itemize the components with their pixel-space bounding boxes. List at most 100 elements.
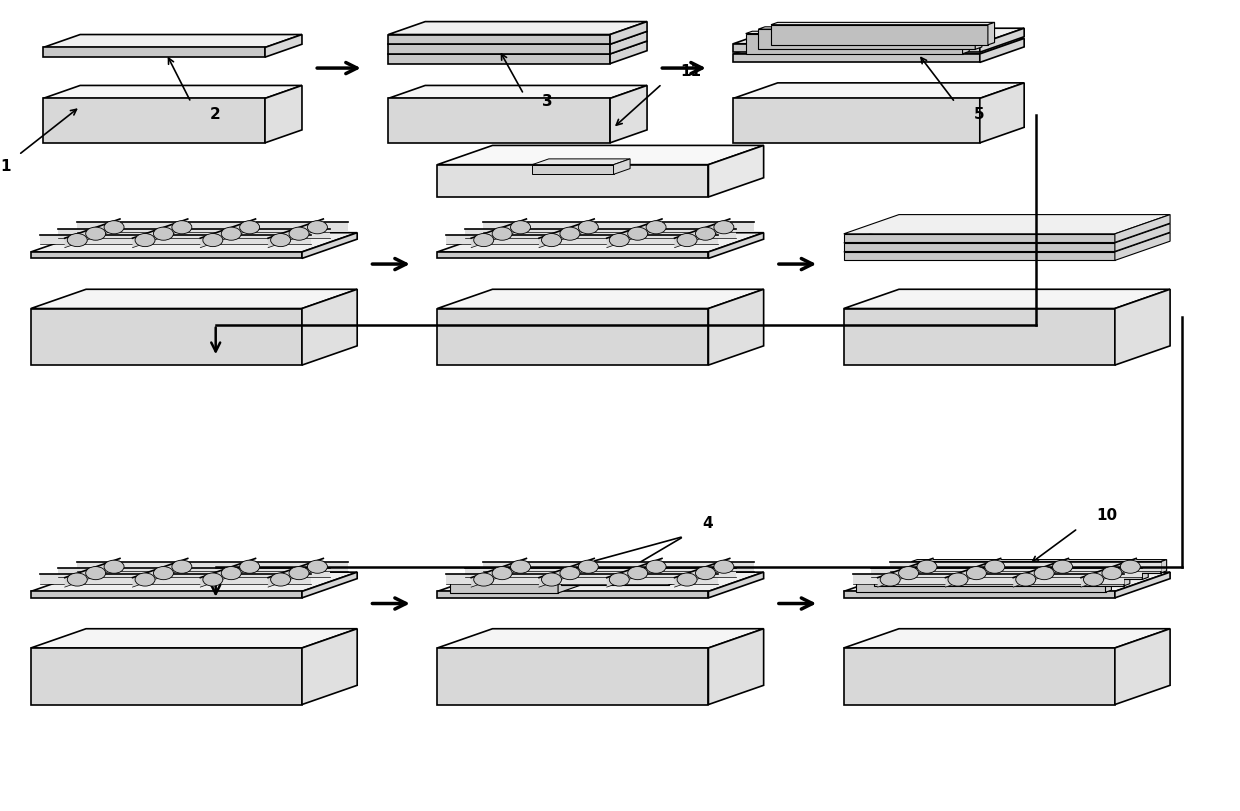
Circle shape — [578, 221, 598, 234]
Circle shape — [172, 221, 192, 234]
Circle shape — [918, 560, 937, 573]
Polygon shape — [58, 568, 330, 577]
Polygon shape — [64, 559, 120, 587]
Polygon shape — [606, 219, 662, 247]
Polygon shape — [539, 559, 594, 587]
Polygon shape — [268, 219, 324, 247]
Polygon shape — [265, 85, 303, 143]
Circle shape — [985, 560, 1004, 573]
Circle shape — [1084, 573, 1104, 586]
Polygon shape — [1123, 573, 1130, 586]
Circle shape — [677, 234, 697, 247]
Polygon shape — [438, 165, 708, 197]
Polygon shape — [988, 23, 994, 45]
Circle shape — [308, 221, 327, 234]
Polygon shape — [843, 233, 1171, 252]
Polygon shape — [133, 219, 187, 247]
Polygon shape — [303, 290, 357, 365]
Polygon shape — [708, 572, 764, 598]
Polygon shape — [872, 568, 1142, 577]
Polygon shape — [43, 85, 303, 98]
Polygon shape — [388, 32, 647, 45]
Polygon shape — [539, 219, 594, 247]
Polygon shape — [745, 33, 962, 54]
Circle shape — [1016, 573, 1035, 586]
Polygon shape — [980, 83, 1024, 143]
Polygon shape — [874, 573, 1130, 574]
Polygon shape — [733, 54, 980, 62]
Circle shape — [203, 234, 223, 247]
Polygon shape — [560, 565, 691, 573]
Circle shape — [1034, 567, 1054, 580]
Circle shape — [221, 567, 242, 580]
Circle shape — [1102, 567, 1122, 580]
Circle shape — [86, 227, 105, 240]
Polygon shape — [388, 85, 647, 98]
Polygon shape — [303, 233, 357, 259]
Polygon shape — [43, 35, 303, 48]
Polygon shape — [893, 566, 1148, 568]
Circle shape — [86, 567, 105, 580]
Circle shape — [880, 573, 900, 586]
Polygon shape — [450, 573, 580, 581]
Polygon shape — [471, 219, 527, 247]
Circle shape — [289, 227, 309, 240]
Polygon shape — [64, 219, 120, 247]
Circle shape — [542, 234, 562, 247]
Polygon shape — [438, 252, 708, 259]
Polygon shape — [745, 32, 970, 33]
Polygon shape — [438, 572, 764, 591]
Circle shape — [696, 567, 715, 580]
Polygon shape — [843, 308, 1115, 365]
Polygon shape — [40, 574, 311, 584]
Polygon shape — [31, 233, 357, 252]
Polygon shape — [1013, 559, 1069, 587]
Polygon shape — [856, 579, 1111, 581]
Circle shape — [714, 560, 734, 573]
Polygon shape — [31, 648, 303, 705]
Polygon shape — [31, 629, 357, 648]
Circle shape — [239, 221, 259, 234]
Polygon shape — [759, 29, 975, 49]
Circle shape — [560, 227, 580, 240]
Polygon shape — [878, 559, 932, 587]
Circle shape — [578, 560, 598, 573]
Polygon shape — [975, 27, 982, 49]
Circle shape — [492, 567, 512, 580]
Polygon shape — [708, 145, 764, 197]
Polygon shape — [962, 32, 970, 54]
Polygon shape — [201, 219, 255, 247]
Polygon shape — [771, 24, 988, 45]
Polygon shape — [1161, 560, 1167, 573]
Text: 1: 1 — [0, 159, 10, 174]
Polygon shape — [708, 629, 764, 705]
Polygon shape — [465, 229, 737, 238]
Circle shape — [627, 567, 647, 580]
Polygon shape — [1115, 290, 1171, 365]
Circle shape — [135, 234, 155, 247]
Circle shape — [696, 227, 715, 240]
Polygon shape — [843, 290, 1171, 308]
Polygon shape — [843, 215, 1171, 234]
Circle shape — [104, 560, 124, 573]
Polygon shape — [31, 308, 303, 365]
Polygon shape — [1081, 559, 1136, 587]
Polygon shape — [1106, 579, 1111, 592]
Circle shape — [1121, 560, 1141, 573]
Circle shape — [67, 573, 87, 586]
Polygon shape — [388, 41, 647, 54]
Polygon shape — [446, 235, 718, 244]
Polygon shape — [843, 252, 1115, 260]
Circle shape — [492, 227, 512, 240]
Polygon shape — [303, 572, 357, 598]
Polygon shape — [911, 562, 1161, 573]
Polygon shape — [265, 35, 303, 57]
Polygon shape — [43, 98, 265, 143]
Polygon shape — [614, 159, 630, 174]
Polygon shape — [675, 559, 730, 587]
Polygon shape — [606, 559, 662, 587]
Polygon shape — [610, 41, 647, 63]
Circle shape — [511, 221, 531, 234]
Polygon shape — [438, 629, 764, 648]
Polygon shape — [733, 28, 1024, 44]
